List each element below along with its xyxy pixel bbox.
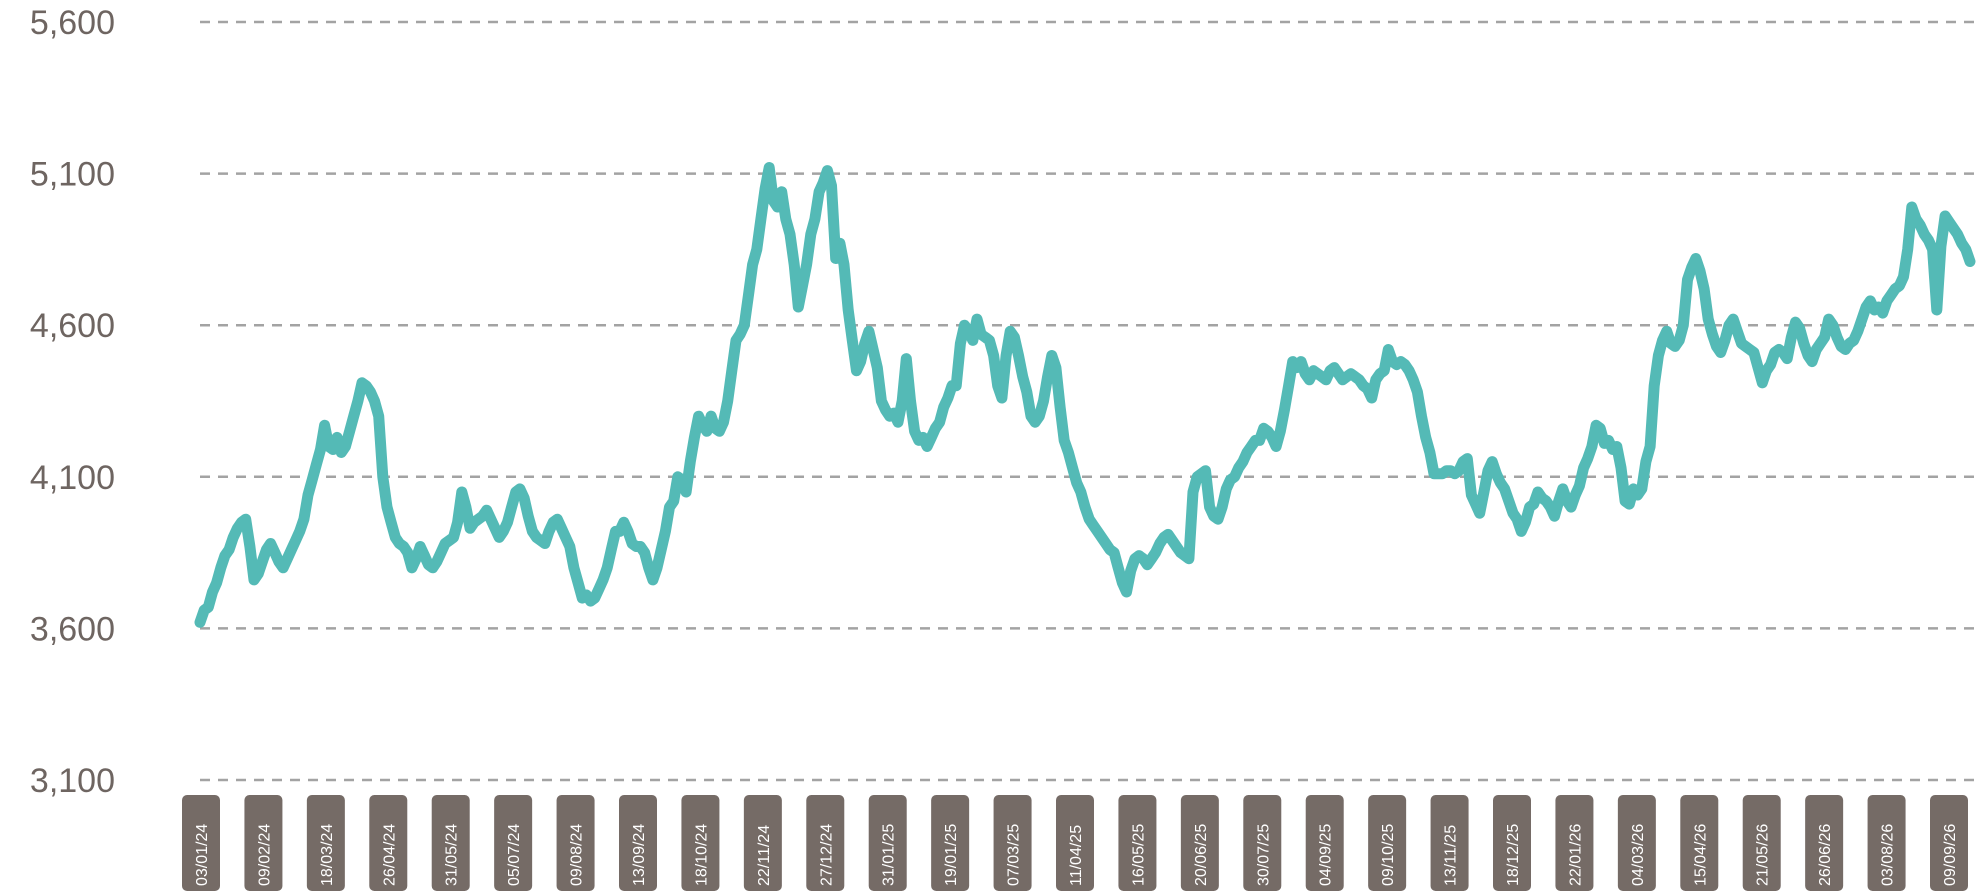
x-tick-label: 22/01/26 bbox=[1555, 795, 1594, 891]
x-tick-label: 09/09/26 bbox=[1930, 795, 1968, 891]
y-axis-ticks: 5,600 5,100 4,600 4,100 3,600 3,100 bbox=[30, 4, 115, 800]
series-line bbox=[194, 162, 1976, 628]
x-tick-label-bg bbox=[1243, 795, 1282, 891]
x-tick-label: 04/09/25 bbox=[1305, 795, 1344, 891]
gridlines bbox=[200, 20, 1975, 782]
x-tick-label-bg bbox=[1867, 795, 1906, 891]
x-tick-label: 18/03/24 bbox=[306, 795, 345, 891]
x-tick-label-bg bbox=[1118, 795, 1157, 891]
x-tick-label-bg bbox=[681, 795, 720, 891]
x-tick-label-text: 31/05/24 bbox=[444, 824, 461, 886]
x-tick-label-text: 13/09/24 bbox=[631, 824, 648, 886]
x-tick-label-bg bbox=[1555, 795, 1594, 891]
x-tick-label-bg bbox=[1368, 795, 1407, 891]
x-tick-label: 13/09/24 bbox=[619, 795, 657, 891]
x-tick-label: 26/04/24 bbox=[369, 795, 408, 891]
x-tick-label: 19/01/25 bbox=[931, 795, 970, 891]
x-tick-label-text: 15/04/26 bbox=[1692, 824, 1709, 886]
y-tick-label: 4,100 bbox=[30, 459, 115, 497]
x-tick-label: 11/04/25 bbox=[1056, 795, 1094, 891]
x-tick-label-text: 11/04/25 bbox=[1068, 825, 1085, 886]
x-tick-label-text: 13/11/25 bbox=[1443, 825, 1460, 886]
x-tick-label-bg bbox=[369, 795, 408, 891]
x-tick-label-text: 04/03/26 bbox=[1630, 824, 1647, 886]
x-tick-label-bg bbox=[868, 795, 907, 891]
x-tick-label-bg bbox=[743, 795, 782, 891]
x-tick-label: 22/11/24 bbox=[743, 795, 782, 891]
x-tick-label: 03/08/26 bbox=[1867, 795, 1906, 891]
x-tick-label-bg bbox=[1305, 795, 1344, 891]
y-tick-label: 3,600 bbox=[30, 610, 115, 648]
x-tick-label-text: 18/12/25 bbox=[1505, 824, 1522, 886]
x-tick-label-bg bbox=[1805, 795, 1844, 891]
x-tick-label-text: 03/08/26 bbox=[1880, 824, 1897, 886]
x-tick-label: 18/12/25 bbox=[1493, 795, 1531, 891]
x-tick-label-text: 09/08/24 bbox=[569, 824, 586, 886]
x-tick-label-bg bbox=[306, 795, 345, 891]
x-tick-label-bg bbox=[1680, 795, 1719, 891]
x-tick-label-text: 09/10/25 bbox=[1380, 824, 1397, 886]
x-tick-label-bg bbox=[1430, 795, 1469, 891]
x-tick-label: 21/05/26 bbox=[1742, 795, 1781, 891]
x-tick-label-bg bbox=[556, 795, 595, 891]
x-tick-label-text: 27/12/24 bbox=[818, 824, 835, 886]
x-tick-label-bg bbox=[1742, 795, 1781, 891]
x-tick-label-text: 21/05/26 bbox=[1755, 824, 1772, 886]
x-tick-label: 30/07/25 bbox=[1243, 795, 1282, 891]
x-tick-label-bg bbox=[1617, 795, 1656, 891]
x-tick-label-text: 19/01/25 bbox=[943, 824, 960, 886]
x-tick-label-bg bbox=[931, 795, 970, 891]
x-tick-label-bg bbox=[1493, 795, 1531, 891]
x-tick-label: 15/04/26 bbox=[1680, 795, 1719, 891]
x-tick-label-bg bbox=[431, 795, 470, 891]
x-tick-label-bg bbox=[244, 795, 283, 891]
x-tick-label: 16/05/25 bbox=[1118, 795, 1157, 891]
x-tick-label: 09/02/24 bbox=[244, 795, 283, 891]
x-tick-label: 31/01/25 bbox=[868, 795, 907, 891]
x-tick-label-text: 26/04/24 bbox=[381, 824, 398, 886]
x-tick-label: 27/12/24 bbox=[806, 795, 845, 891]
x-tick-label: 09/10/25 bbox=[1368, 795, 1407, 891]
x-tick-label-bg bbox=[1180, 795, 1219, 891]
y-tick-label: 5,100 bbox=[30, 156, 115, 194]
x-tick-label-bg bbox=[182, 795, 220, 891]
x-axis-ticks: 03/01/24 09/02/24 18/03/24 26/04/24 31/05/24… bbox=[182, 795, 1968, 891]
x-tick-label-text: 03/01/24 bbox=[194, 824, 211, 886]
x-tick-label-text: 04/09/25 bbox=[1318, 824, 1335, 886]
x-tick-label-text: 31/01/25 bbox=[881, 824, 898, 886]
y-tick-label: 5,600 bbox=[30, 4, 115, 42]
x-tick-label-bg bbox=[993, 795, 1032, 891]
x-tick-label-text: 18/03/24 bbox=[319, 824, 336, 886]
x-tick-label: 18/10/24 bbox=[681, 795, 720, 891]
x-tick-label-text: 30/07/25 bbox=[1255, 824, 1272, 886]
x-tick-label: 04/03/26 bbox=[1617, 795, 1656, 891]
x-tick-label: 05/07/24 bbox=[494, 795, 533, 891]
x-tick-label: 31/05/24 bbox=[431, 795, 470, 891]
x-tick-label-text: 16/05/25 bbox=[1130, 824, 1147, 886]
x-tick-label-text: 18/10/24 bbox=[693, 824, 710, 886]
x-tick-label-text: 22/01/26 bbox=[1567, 824, 1584, 886]
x-tick-label-text: 09/02/24 bbox=[256, 824, 273, 886]
x-tick-label-text: 05/07/24 bbox=[506, 824, 523, 886]
x-tick-label: 07/03/25 bbox=[993, 795, 1032, 891]
x-tick-label: 13/11/25 bbox=[1430, 795, 1469, 891]
x-tick-label-text: 26/06/26 bbox=[1817, 824, 1834, 886]
x-tick-label-bg bbox=[1056, 795, 1094, 891]
y-tick-label: 3,100 bbox=[30, 762, 115, 800]
x-tick-label: 03/01/24 bbox=[182, 795, 220, 891]
x-tick-label: 26/06/26 bbox=[1805, 795, 1844, 891]
x-tick-label-bg bbox=[619, 795, 657, 891]
x-tick-label-bg bbox=[806, 795, 845, 891]
x-tick-label-bg bbox=[1930, 795, 1968, 891]
y-tick-label: 4,600 bbox=[30, 307, 115, 345]
x-tick-label-text: 22/11/24 bbox=[756, 825, 773, 886]
x-tick-label-text: 09/09/26 bbox=[1942, 824, 1959, 886]
x-tick-label: 09/08/24 bbox=[556, 795, 595, 891]
x-tick-label-text: 20/06/25 bbox=[1193, 824, 1210, 886]
x-tick-label-text: 07/03/25 bbox=[1006, 824, 1023, 886]
x-tick-label: 20/06/25 bbox=[1180, 795, 1219, 891]
x-tick-label-bg bbox=[494, 795, 533, 891]
